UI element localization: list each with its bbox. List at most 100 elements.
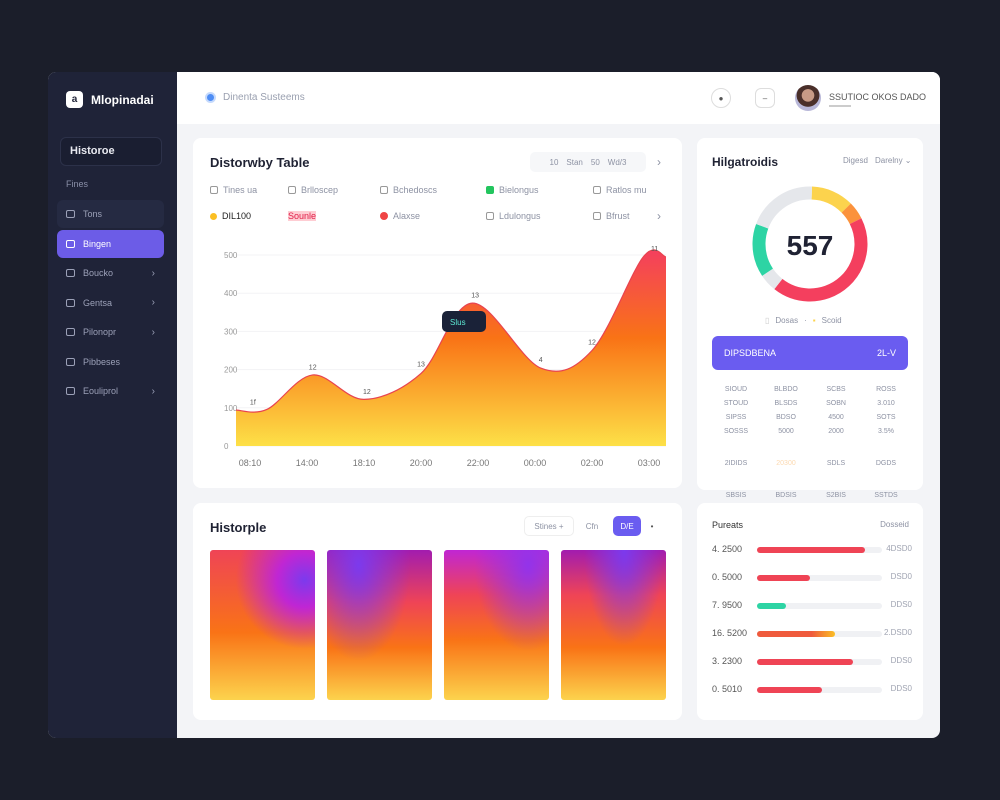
checkbox-icon bbox=[380, 186, 388, 194]
sidebar-item-bingen[interactable]: Bingen bbox=[57, 229, 164, 258]
progress-label: 4. 2500 bbox=[712, 544, 743, 554]
sidebar-item-pilonopr[interactable]: Pilonopr › bbox=[57, 318, 164, 346]
progress-label: 3. 2300 bbox=[712, 656, 743, 666]
data-point-label: 12 bbox=[588, 340, 596, 347]
heatmap-tile[interactable] bbox=[210, 550, 315, 700]
progress-row[interactable]: 0. 5000 DSD0 bbox=[712, 572, 912, 584]
filter-label: DIL100 bbox=[222, 211, 252, 221]
chevron-right-icon: › bbox=[151, 267, 155, 279]
chevron-right-icon[interactable]: › bbox=[657, 155, 661, 169]
range-option[interactable]: Stan bbox=[566, 157, 583, 167]
avatar[interactable] bbox=[795, 85, 821, 111]
sidebar-item-label: Tons bbox=[83, 209, 103, 219]
stat-cell: SOTS bbox=[876, 414, 896, 421]
sidebar-item-pibbeses[interactable]: Pibbeses bbox=[57, 348, 164, 376]
chart-filter[interactable]: Bchedoscs bbox=[380, 185, 437, 195]
progress-fill bbox=[757, 603, 786, 609]
histogram-option[interactable]: Cfn bbox=[585, 521, 599, 531]
square-icon bbox=[66, 210, 75, 218]
stat-cell: DGDS bbox=[875, 460, 897, 467]
breadcrumb[interactable]: Dinenta Susteems bbox=[205, 92, 305, 103]
chart-range-control[interactable]: 10 Stan 50 Wd/3 bbox=[530, 152, 646, 172]
message-icon[interactable]: – bbox=[755, 88, 775, 108]
logo-icon: a bbox=[66, 91, 83, 108]
range-option[interactable]: 10 bbox=[549, 157, 559, 167]
more-icon[interactable]: • bbox=[650, 521, 654, 531]
heatmap-tile[interactable] bbox=[327, 550, 432, 700]
stat-cell: SOBN bbox=[826, 400, 846, 407]
stat-cell: 20300 bbox=[776, 460, 796, 467]
chevron-right-icon[interactable]: › bbox=[657, 209, 661, 223]
user-name[interactable]: SSUTIOC OKOS DADO bbox=[829, 92, 927, 102]
chart-title: Distorwby Table bbox=[210, 155, 310, 170]
histogram-title: Historple bbox=[210, 520, 267, 535]
stat-cell: SOSSS bbox=[723, 428, 749, 435]
chart-filter[interactable]: Sounle bbox=[288, 211, 317, 221]
chart-filter[interactable]: Tines ua bbox=[210, 185, 257, 195]
sidebar-item-tons[interactable]: Tons bbox=[57, 200, 164, 228]
chart-filter[interactable]: Ratlos mu bbox=[593, 185, 647, 195]
range-option[interactable]: 50 bbox=[590, 157, 600, 167]
stat-cell: SIOUD bbox=[724, 386, 748, 393]
chart-filter[interactable]: Bielongus bbox=[486, 185, 539, 195]
heatmap-tile[interactable] bbox=[561, 550, 666, 700]
chart-filter[interactable]: Alaxse bbox=[380, 211, 420, 221]
top-header: Dinenta Susteems ● – SSUTIOC OKOS DADO bbox=[177, 72, 940, 124]
sidebar-item-boucko[interactable]: Boucko › bbox=[57, 259, 164, 287]
y-tick-label: 500 bbox=[224, 251, 238, 260]
progress-row[interactable]: 16. 5200 2.DSD0 bbox=[712, 628, 912, 640]
histogram-option-active[interactable]: D/E bbox=[613, 516, 641, 536]
stat-cell: ROSS bbox=[876, 386, 896, 393]
workspace-selector[interactable]: Historoe bbox=[60, 137, 162, 166]
distribution-chart-card: Distorwby Table 10 Stan 50 Wd/3 › Tines ua B… bbox=[193, 138, 682, 488]
gauge-segment bbox=[752, 186, 868, 302]
y-tick-label: 100 bbox=[224, 404, 238, 413]
dashboard-window: a Mlopinadai Historoe Fines Tons Bingen Bou… bbox=[48, 72, 940, 738]
progress-label: 16. 5200 bbox=[712, 628, 748, 638]
chart-filter[interactable]: Bfrust bbox=[593, 211, 630, 221]
chevron-right-icon: › bbox=[151, 326, 155, 338]
histogram-card: Historple Stines + Cfn D/E • bbox=[193, 503, 682, 720]
progress-value: DSD0 bbox=[890, 572, 912, 581]
sidebar-item-gentsa[interactable]: Gentsa › bbox=[57, 289, 164, 317]
gauge-legend: ▯ Dosas · ▪ Scoid bbox=[765, 316, 842, 325]
progress-value: DDS0 bbox=[890, 684, 912, 693]
filter-label: Ratlos mu bbox=[606, 185, 647, 195]
score-title: Hilgatroidis bbox=[712, 155, 779, 169]
score-option[interactable]: Digesd bbox=[843, 156, 868, 165]
filter-label: Bchedoscs bbox=[393, 185, 438, 195]
gauge-segment bbox=[752, 186, 868, 302]
progress-list-card: Pureats Dosseid 4. 2500 4DSD0 0. 5000 DSD0 7… bbox=[697, 503, 923, 720]
filter-label: Bfrust bbox=[606, 211, 630, 221]
monitor-icon bbox=[66, 328, 75, 336]
progress-row[interactable]: 3. 2300 DDS0 bbox=[712, 656, 912, 668]
y-tick-label: 400 bbox=[224, 289, 238, 298]
chart-filter[interactable]: DIL100 bbox=[210, 211, 251, 221]
notification-icon[interactable]: ● bbox=[711, 88, 731, 108]
chart-tooltip: Slus bbox=[442, 311, 486, 332]
score-banner-button[interactable]: DIPSDBENA 2L-V bbox=[712, 336, 908, 370]
progress-list-option[interactable]: Dosseid bbox=[880, 520, 909, 529]
progress-row[interactable]: 0. 5010 DDS0 bbox=[712, 684, 912, 696]
area-chart: 0 100 200 300 400 500 08:10 14:00 18:10 20:00 22:0… bbox=[224, 246, 667, 468]
period-dropdown[interactable]: Darelny ⌄ bbox=[875, 156, 912, 165]
chart-filter[interactable]: Brlloscep bbox=[288, 185, 338, 195]
heatmap-tile[interactable] bbox=[444, 550, 549, 700]
progress-row[interactable]: 4. 2500 4DSD0 bbox=[712, 544, 912, 556]
progress-row[interactable]: 7. 9500 DDS0 bbox=[712, 600, 912, 612]
stat-cell: 5000 bbox=[778, 428, 794, 435]
chart-filter[interactable]: Ldulongus bbox=[486, 211, 541, 221]
sidebar-item-label: Bingen bbox=[83, 238, 112, 249]
sidebar-item-eouliprol[interactable]: Eouliprol › bbox=[57, 377, 164, 405]
checkbox-icon bbox=[210, 186, 218, 194]
list-icon bbox=[66, 239, 75, 248]
checkbox-icon bbox=[593, 186, 601, 194]
data-point-label: 11 bbox=[651, 246, 658, 253]
checkbox-icon bbox=[486, 212, 494, 220]
y-tick-label: 300 bbox=[224, 327, 238, 336]
app-logo[interactable]: a Mlopinadai bbox=[66, 91, 154, 108]
histogram-filter-button[interactable]: Stines + bbox=[524, 516, 574, 536]
y-tick-label: 0 bbox=[224, 442, 229, 451]
score-gauge bbox=[752, 186, 868, 302]
range-option[interactable]: Wd/3 bbox=[607, 157, 627, 167]
